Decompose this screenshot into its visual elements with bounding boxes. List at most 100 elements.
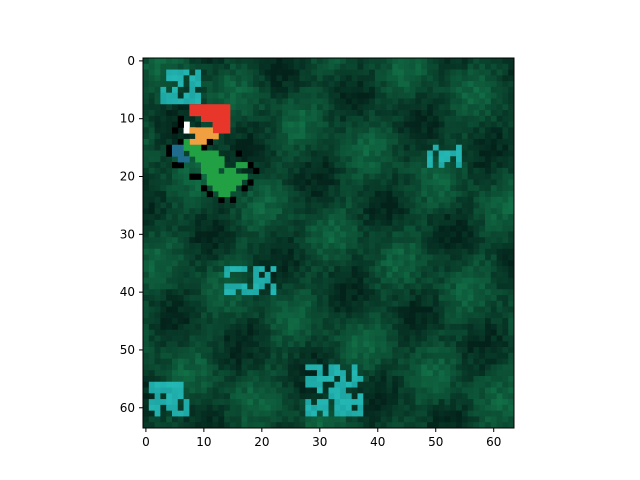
image-pixel — [311, 208, 318, 215]
image-pixel — [438, 260, 445, 267]
image-pixel — [467, 138, 474, 146]
image-pixel — [212, 387, 219, 394]
image-pixel — [154, 98, 161, 105]
image-pixel — [369, 271, 376, 279]
image-pixel — [496, 185, 503, 192]
image-pixel — [357, 144, 364, 151]
image-pixel — [380, 341, 387, 348]
image-pixel — [369, 98, 376, 105]
image-pixel — [340, 219, 347, 227]
image-pixel — [154, 81, 161, 88]
image-pixel — [345, 381, 353, 388]
image-pixel — [322, 335, 329, 342]
image-pixel — [398, 271, 405, 279]
image-pixel — [409, 335, 416, 342]
image-pixel — [241, 144, 248, 151]
image-pixel — [148, 416, 155, 423]
image-pixel — [456, 115, 463, 122]
image-pixel — [305, 312, 312, 319]
image-pixel — [328, 231, 335, 238]
image-pixel — [229, 404, 237, 412]
image-pixel — [247, 202, 254, 209]
image-pixel — [409, 318, 416, 325]
image-pixel — [392, 404, 399, 412]
image-pixel — [247, 364, 254, 371]
image-pixel — [171, 237, 179, 244]
image-pixel — [229, 219, 237, 227]
image-pixel — [490, 190, 498, 198]
image-pixel — [328, 347, 335, 354]
image-pixel — [247, 225, 254, 232]
image-pixel — [340, 335, 347, 342]
image-pixel — [432, 266, 440, 273]
image-pixel — [473, 358, 480, 365]
image-pixel — [316, 138, 324, 146]
image-pixel — [456, 295, 463, 302]
image-pixel — [264, 214, 271, 221]
image-pixel — [432, 306, 440, 313]
image-pixel — [456, 179, 463, 186]
image-pixel — [258, 185, 266, 192]
image-pixel — [305, 86, 312, 94]
image-pixel — [241, 318, 248, 325]
image-pixel — [444, 318, 451, 325]
image-pixel — [282, 121, 289, 128]
image-pixel — [496, 254, 503, 261]
image-pixel — [154, 231, 161, 238]
image-pixel — [189, 306, 196, 313]
image-pixel — [235, 75, 242, 82]
image-pixel — [206, 86, 213, 94]
image-pixel — [200, 399, 208, 406]
image-pixel — [479, 312, 486, 319]
image-pixel — [293, 208, 300, 215]
image-pixel — [195, 162, 202, 169]
sprite-pixel — [229, 179, 237, 186]
image-pixel — [316, 266, 324, 273]
image-pixel — [166, 214, 173, 221]
image-pixel — [160, 277, 167, 284]
image-pixel — [218, 329, 225, 336]
image-pixel — [305, 399, 312, 406]
image-pixel — [299, 156, 306, 163]
image-pixel — [334, 381, 341, 388]
image-pixel — [444, 162, 451, 169]
image-pixel — [496, 295, 503, 302]
image-pixel — [386, 283, 393, 290]
image-pixel — [479, 219, 486, 227]
image-pixel — [479, 69, 486, 76]
image-pixel — [235, 133, 242, 140]
image-pixel — [456, 104, 463, 111]
image-pixel — [467, 63, 474, 70]
image-pixel — [293, 202, 300, 209]
image-pixel — [473, 300, 480, 307]
image-pixel — [369, 179, 376, 186]
sprite-pixel — [229, 196, 237, 203]
image-pixel — [177, 289, 184, 296]
image-pixel — [253, 185, 260, 192]
image-pixel — [177, 404, 184, 412]
image-pixel — [229, 381, 237, 388]
image-pixel — [311, 104, 318, 111]
image-pixel — [235, 248, 242, 255]
image-pixel — [253, 410, 260, 417]
image-pixel — [270, 347, 277, 354]
image-pixel — [253, 127, 260, 134]
image-pixel — [218, 323, 225, 331]
image-pixel — [479, 144, 486, 151]
image-pixel — [328, 58, 335, 65]
image-pixel — [322, 121, 329, 128]
image-pixel — [398, 422, 405, 429]
image-pixel — [189, 370, 196, 377]
image-pixel — [357, 416, 364, 423]
image-pixel — [276, 202, 283, 209]
image-pixel — [189, 422, 196, 429]
image-pixel — [212, 69, 219, 76]
image-pixel — [322, 410, 329, 417]
image-pixel — [218, 347, 225, 354]
image-pixel — [316, 150, 324, 157]
image-pixel — [311, 219, 318, 227]
image-pixel — [340, 208, 347, 215]
image-pixel — [415, 416, 422, 423]
image-pixel — [392, 306, 399, 313]
image-pixel — [311, 110, 318, 117]
